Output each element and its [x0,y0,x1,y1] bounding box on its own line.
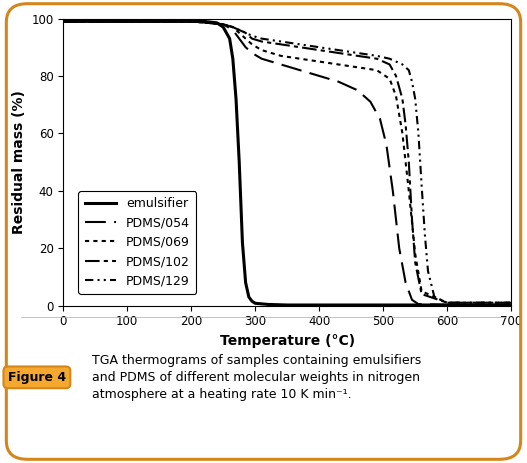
Text: TGA thermograms of samples containing emulsifiers
and PDMS of different molecula: TGA thermograms of samples containing em… [92,354,422,401]
Text: Figure 4: Figure 4 [8,371,66,384]
Legend: emulsifier, PDMS/054, PDMS/069, PDMS/102, PDMS/129: emulsifier, PDMS/054, PDMS/069, PDMS/102… [79,191,196,294]
Y-axis label: Residual mass (%): Residual mass (%) [12,90,26,234]
X-axis label: Temperature (°C): Temperature (°C) [220,334,355,348]
